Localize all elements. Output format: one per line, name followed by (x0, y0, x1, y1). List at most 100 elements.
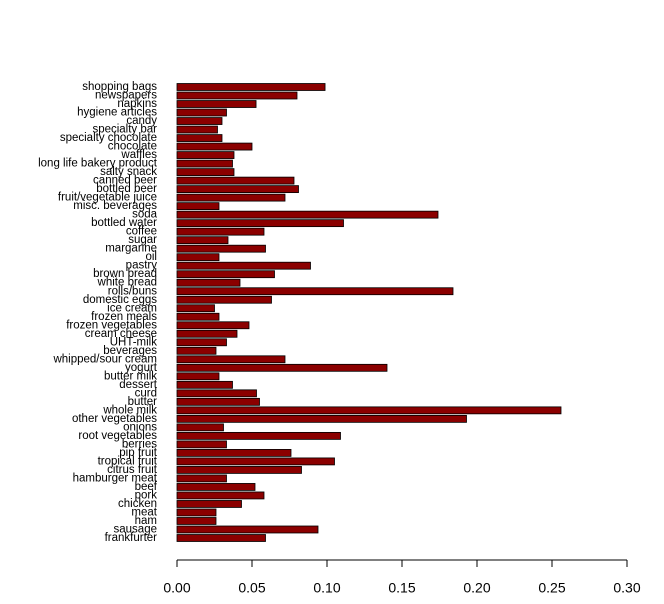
x-tick-label: 0.00 (163, 580, 190, 596)
category-label: specialty bar (92, 124, 157, 136)
category-label: newspapers (95, 90, 157, 102)
bar (176, 449, 292, 457)
category-label: bottled beer (96, 183, 157, 195)
bar (176, 159, 233, 168)
category-label: dessert (119, 379, 158, 391)
bar (176, 295, 272, 304)
category-label: soda (132, 209, 158, 221)
bar (176, 414, 467, 423)
bar (176, 534, 266, 542)
category-label: other vegetables (72, 413, 157, 425)
category-label: whole milk (102, 404, 157, 416)
bar (176, 193, 286, 202)
bar (176, 185, 299, 194)
bar (176, 261, 311, 270)
bar (176, 321, 250, 330)
category-label: waffles (120, 149, 157, 161)
x-tick-label: 0.30 (613, 580, 640, 596)
category-label: pastry (126, 260, 158, 272)
category-label: citrus fruit (107, 464, 158, 476)
category-label: yogurt (125, 362, 158, 374)
category-label: bottled water (91, 217, 157, 229)
bar (176, 457, 335, 466)
bar (176, 423, 224, 432)
bar (176, 304, 215, 313)
x-tick-label: 0.25 (538, 580, 565, 596)
category-label: root vegetables (78, 430, 157, 442)
bar (176, 134, 223, 142)
category-label: butter (128, 396, 158, 408)
category-label: chocolate (108, 141, 157, 153)
bar (176, 278, 241, 287)
bar (176, 168, 235, 176)
x-tick-label: 0.10 (313, 580, 340, 596)
category-label: coffee (126, 226, 157, 238)
bar (176, 151, 235, 159)
bar (176, 202, 220, 211)
bar (176, 431, 341, 440)
category-label: UHT-milk (110, 336, 158, 348)
category-label: oil (145, 251, 157, 263)
category-label: shopping bags (82, 81, 157, 93)
category-label: tropical fruit (98, 455, 158, 467)
category-label: frozen meals (91, 311, 157, 323)
category-label: chicken (118, 498, 157, 510)
bar (176, 525, 319, 534)
category-label: salty snack (100, 166, 157, 178)
category-label: white bread (97, 277, 157, 289)
category-label: brown bread (93, 268, 157, 280)
category-label: beef (135, 481, 158, 493)
bar (176, 210, 439, 219)
bar (176, 236, 229, 245)
category-label: ice cream (107, 302, 157, 314)
x-tick-label: 0.20 (463, 580, 490, 596)
bar (176, 117, 223, 125)
category-label: curd (135, 387, 157, 399)
category-label: meat (131, 507, 157, 519)
bar (176, 517, 217, 525)
category-label: napkins (117, 98, 157, 110)
bar (176, 91, 298, 100)
bar (176, 219, 344, 228)
bar (176, 176, 295, 185)
bar (176, 466, 302, 474)
bar (176, 108, 227, 117)
category-label: pork (135, 489, 158, 501)
category-label: butter milk (104, 370, 157, 382)
category-label: berries (122, 438, 157, 450)
bar (176, 483, 256, 491)
bar (176, 440, 227, 449)
category-label: margarine (105, 243, 157, 255)
bar (176, 500, 242, 508)
x-tick-label: 0.15 (388, 580, 415, 596)
bar (176, 346, 217, 355)
bar (176, 508, 217, 517)
bar (176, 287, 454, 296)
category-label: frozen vegetables (66, 319, 157, 331)
bar (176, 83, 326, 91)
category-label: cream cheese (85, 328, 157, 340)
category-label: onions (123, 421, 157, 433)
category-label: specialty chocolate (60, 132, 157, 144)
category-label: domestic eggs (83, 294, 157, 306)
bar (176, 227, 265, 236)
bar (176, 474, 227, 483)
bar (176, 125, 218, 134)
category-label: beverages (103, 345, 157, 357)
category-label: hygiene articles (77, 107, 157, 119)
bar (176, 397, 260, 406)
bar (176, 406, 562, 415)
category-label: canned beer (93, 175, 157, 187)
category-label: whipped/sour cream (52, 353, 157, 365)
bar (176, 355, 286, 364)
bar (176, 329, 238, 338)
category-label: candy (126, 115, 157, 127)
bar (176, 100, 257, 108)
category-label: ham (135, 515, 157, 527)
bar (176, 253, 220, 262)
category-label: hamburger meat (73, 472, 158, 484)
bar (176, 372, 220, 381)
category-label: pip fruit (119, 447, 158, 459)
x-tick-label: 0.05 (238, 580, 265, 596)
